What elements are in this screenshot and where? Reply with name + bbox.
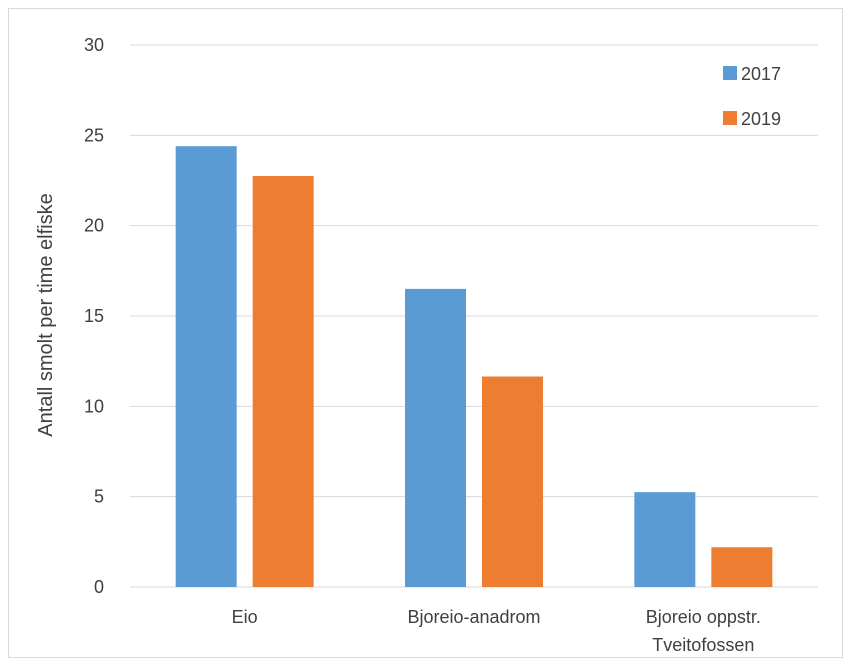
legend: 2017 2019 bbox=[723, 64, 781, 129]
bar-2019-2 bbox=[711, 547, 773, 587]
x-tick-label: Tveitofossen bbox=[652, 635, 754, 655]
y-tick-label: 0 bbox=[94, 577, 104, 597]
y-tick-label: 25 bbox=[84, 125, 104, 145]
legend-label-2017: 2017 bbox=[741, 64, 781, 84]
x-tick-label: Eio bbox=[232, 607, 258, 627]
bar-2017-2 bbox=[634, 492, 696, 587]
y-tick-label: 20 bbox=[84, 216, 104, 236]
x-axis-tick-labels: Eio Bjoreio-anadrom Bjoreio oppstr. Tveitof… bbox=[232, 607, 761, 655]
bar-2017-1 bbox=[405, 288, 466, 587]
bars bbox=[175, 146, 773, 587]
bar-2017-0 bbox=[175, 146, 237, 587]
y-tick-label: 30 bbox=[84, 35, 104, 55]
y-tick-label: 15 bbox=[84, 306, 104, 326]
bar-2019-0 bbox=[252, 175, 314, 587]
y-axis-tick-labels: 0 5 10 15 20 25 30 bbox=[84, 35, 104, 597]
gridlines bbox=[130, 44, 818, 588]
y-axis-title: Antall smolt per time elfiske bbox=[35, 193, 57, 436]
y-tick-label: 10 bbox=[84, 396, 104, 416]
legend-label-2019: 2019 bbox=[741, 109, 781, 129]
x-tick-label: Bjoreio-anadrom bbox=[407, 607, 540, 627]
legend-swatch-2019 bbox=[723, 111, 737, 125]
x-tick-label: Bjoreio oppstr. bbox=[646, 607, 761, 627]
legend-swatch-2017 bbox=[723, 66, 737, 80]
bar-2019-1 bbox=[482, 376, 543, 587]
y-tick-label: 5 bbox=[94, 487, 104, 507]
